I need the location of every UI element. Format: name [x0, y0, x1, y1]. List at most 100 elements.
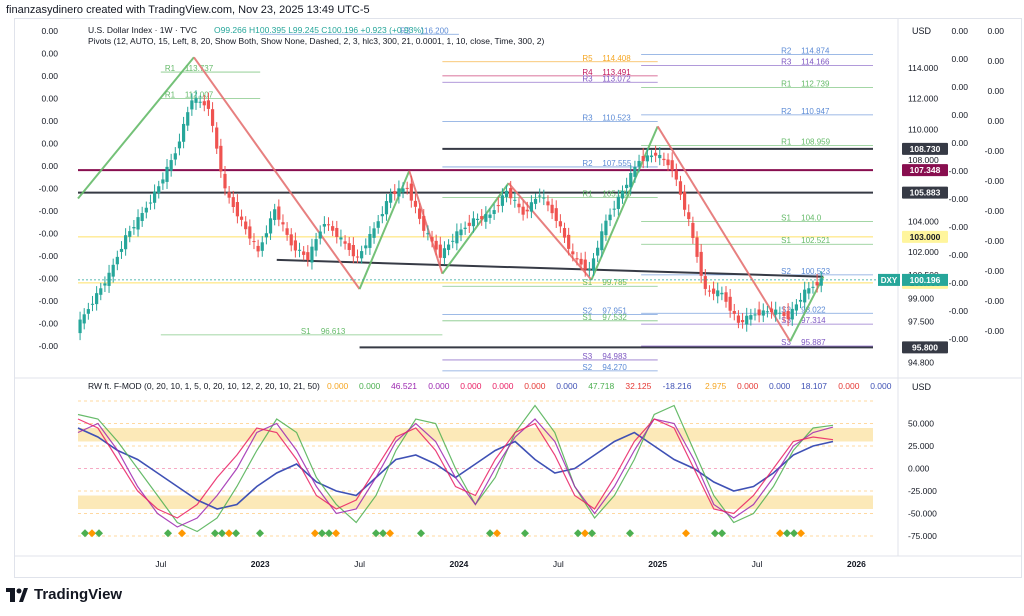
- pivot-level-17: 112.739: [801, 79, 830, 88]
- osc-signal-marker: [493, 529, 501, 538]
- last-price-tag: [902, 273, 948, 286]
- right-value-label-a-9: -0.00: [949, 278, 969, 288]
- candle-body: [401, 188, 405, 193]
- candle-body: [128, 231, 132, 237]
- left-value-label-3: 0.00: [41, 94, 58, 104]
- candle-body: [372, 228, 376, 238]
- pivot-label-22: S2: [781, 267, 791, 276]
- pivot-level-24: 97.314: [801, 316, 826, 325]
- price-tag-1: [902, 164, 948, 177]
- osc-legend-value-4: 0.000: [460, 381, 482, 391]
- osc-signal-marker: [574, 529, 582, 538]
- osc-signal-marker: [232, 529, 240, 538]
- candle-body: [206, 100, 211, 109]
- candle-body: [393, 191, 397, 195]
- left-value-label-11: -0.00: [39, 274, 59, 284]
- right-value-label-a-6: -0.00: [949, 194, 969, 204]
- candle-body: [268, 218, 273, 234]
- candle-body: [169, 160, 173, 171]
- candle-body: [471, 218, 476, 227]
- candle-body: [277, 206, 281, 220]
- left-value-label-9: -0.00: [39, 229, 59, 239]
- candle-body: [542, 197, 546, 199]
- candle-body: [620, 190, 625, 199]
- candle-body: [604, 220, 608, 236]
- candle-body: [579, 258, 583, 265]
- osc-legend-value-9: 32.125: [625, 381, 651, 391]
- pivot-level-2: 116.200: [420, 26, 449, 35]
- pivot-label-18: R2: [781, 107, 792, 116]
- candle-body: [662, 158, 666, 161]
- candle-body: [227, 192, 231, 198]
- candle-body: [736, 315, 741, 323]
- price-axis-tick-label: 102.000: [908, 247, 939, 257]
- candle-body: [144, 207, 148, 213]
- candle-body: [455, 231, 459, 244]
- pivot-label-12: S3: [582, 352, 592, 361]
- osc-legend-value-11: 2.975: [705, 381, 727, 391]
- candle-body: [695, 237, 699, 257]
- candle-body: [331, 226, 335, 231]
- candle-body: [645, 155, 649, 162]
- candle-body: [616, 196, 620, 209]
- candle-body: [753, 314, 757, 316]
- candle-body: [794, 304, 798, 311]
- pivot-level-5: 113.072: [602, 74, 631, 83]
- osc-legend-value-8: 47.718: [588, 381, 614, 391]
- osc-legend-value-12: 0.000: [737, 381, 759, 391]
- osc-signal-marker: [486, 529, 494, 538]
- left-value-label-7: -0.00: [39, 184, 59, 194]
- zigzag-segment-6: [590, 125, 659, 281]
- candle-body: [161, 179, 165, 184]
- candle-body: [724, 292, 728, 302]
- candle-body: [223, 173, 227, 189]
- pivot-level-3: 114.408: [602, 54, 631, 63]
- osc-axis-tick-label: 25.000: [908, 441, 934, 451]
- candle-body: [446, 244, 451, 250]
- candle-body: [782, 312, 786, 316]
- time-axis-label-4: Jul: [553, 559, 564, 569]
- pivot-label-6: R3: [582, 113, 593, 122]
- pivot-label-0: R1: [165, 64, 176, 73]
- osc-series-3: [77, 418, 834, 519]
- osc-signal-marker: [218, 529, 226, 538]
- pivot-level-18: 110.947: [801, 107, 830, 116]
- candle-body: [484, 214, 488, 222]
- candle-body: [633, 166, 637, 177]
- candle-body: [649, 155, 654, 158]
- pivot-level-14: 96.613: [321, 327, 346, 336]
- right-value-label-b-2: 0.00: [987, 86, 1004, 96]
- candle-body: [136, 217, 140, 230]
- candle-body: [140, 213, 144, 221]
- candle-body: [82, 314, 86, 324]
- main-legend-pivots: Pivots (12, AUTO, 15, Left, 8, 20, Show …: [88, 36, 544, 46]
- zigzag-segment-7: [656, 125, 792, 342]
- candle-body: [281, 222, 285, 225]
- pivot-level-19: 108.959: [801, 137, 830, 146]
- candle-body: [790, 308, 794, 320]
- osc-signal-marker: [682, 529, 690, 538]
- candle-body: [625, 184, 629, 189]
- candle-body: [119, 248, 124, 252]
- chart-frame[interactable]: [14, 18, 1022, 578]
- candle-body: [347, 243, 351, 250]
- left-value-label-6: 0.00: [41, 161, 58, 171]
- candle-body: [115, 256, 119, 265]
- candle-body: [608, 214, 612, 221]
- osc-legend-value-16: 0.000: [870, 381, 892, 391]
- candle-body: [124, 235, 128, 250]
- osc-signal-marker: [164, 529, 172, 538]
- candle-body: [430, 237, 434, 242]
- osc-band-1: [78, 495, 873, 509]
- candle-body: [587, 268, 591, 270]
- candle-body: [442, 248, 447, 259]
- pivot-level-6: 110.523: [602, 113, 631, 122]
- osc-legend-name: RW ft. F-MOD (0, 20, 10, 1, 5, 0, 20, 10…: [88, 381, 320, 391]
- candle-body: [732, 310, 736, 314]
- pivot-label-23: S2: [781, 305, 791, 314]
- osc-axis-tick-label: -75.000: [908, 531, 937, 541]
- candle-body: [798, 299, 803, 302]
- pivot-label-16: R3: [781, 57, 792, 66]
- right-value-label-a-11: -0.00: [949, 334, 969, 344]
